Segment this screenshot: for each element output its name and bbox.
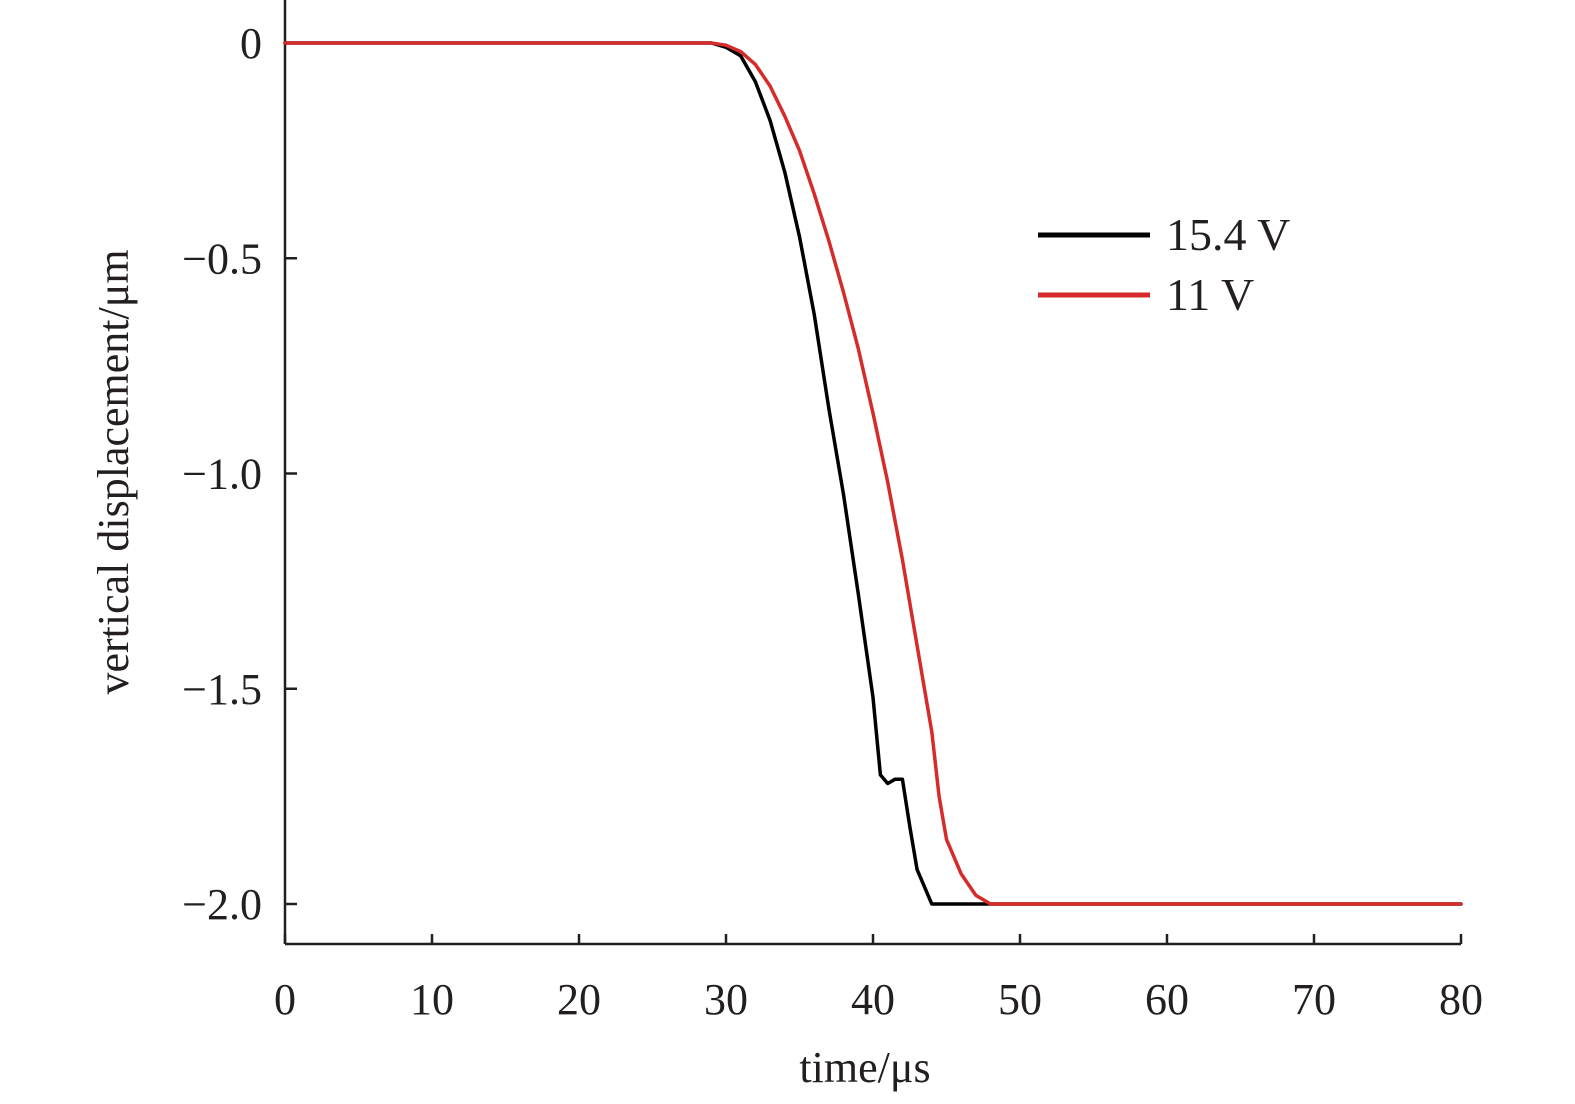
x-axis-label: time/μs bbox=[799, 1043, 930, 1092]
y-tick-label: 0 bbox=[240, 19, 262, 68]
x-tick-label: 0 bbox=[274, 975, 296, 1024]
x-tick-label: 50 bbox=[998, 975, 1042, 1024]
series-line-red bbox=[283, 41, 1463, 906]
y-axis-label: vertical displacement/μm bbox=[89, 249, 138, 694]
legend-label: 15.4 V bbox=[1166, 209, 1290, 260]
plot-area: 0 10 20 30 40 50 60 70 80 0 −0.5 −1.0 −1.5 −2.0 bbox=[182, 0, 1483, 1024]
y-ticks: 0 −0.5 −1.0 −1.5 −2.0 bbox=[182, 19, 297, 929]
legend: 15.4 V 11 V bbox=[1038, 209, 1290, 320]
x-tick-label: 70 bbox=[1292, 975, 1336, 1024]
x-tick-label: 60 bbox=[1145, 975, 1189, 1024]
series-group bbox=[283, 41, 1463, 906]
y-tick-label: −2.0 bbox=[182, 880, 262, 929]
x-tick-label: 30 bbox=[704, 975, 748, 1024]
series-line-black bbox=[283, 41, 1463, 906]
y-tick-label: −1.0 bbox=[182, 450, 262, 499]
y-tick-label: −1.5 bbox=[182, 665, 262, 714]
legend-label: 11 V bbox=[1166, 269, 1254, 320]
x-tick-label: 40 bbox=[851, 975, 895, 1024]
x-ticks: 0 10 20 30 40 50 60 70 80 bbox=[274, 934, 1483, 1024]
y-tick-label: −0.5 bbox=[182, 234, 262, 283]
x-tick-label: 80 bbox=[1439, 975, 1483, 1024]
x-tick-label: 20 bbox=[557, 975, 601, 1024]
x-tick-label: 10 bbox=[410, 975, 454, 1024]
